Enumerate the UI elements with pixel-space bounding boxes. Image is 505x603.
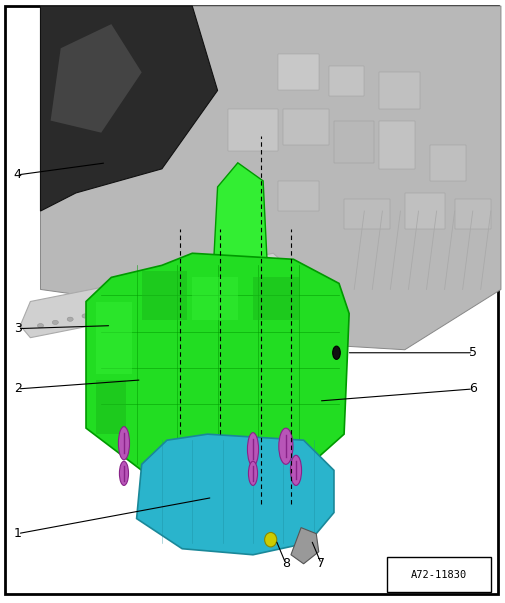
Polygon shape: [40, 6, 500, 350]
Text: 6: 6: [468, 382, 476, 396]
Bar: [278, 181, 318, 211]
Text: 8: 8: [281, 557, 289, 570]
Text: 7: 7: [317, 557, 325, 570]
Ellipse shape: [112, 308, 118, 312]
Bar: [328, 66, 364, 96]
Polygon shape: [212, 163, 268, 283]
Bar: [192, 277, 237, 320]
Bar: [227, 109, 278, 151]
Text: 1: 1: [14, 527, 22, 540]
Bar: [283, 109, 328, 145]
Ellipse shape: [118, 427, 129, 459]
Ellipse shape: [52, 320, 58, 324]
Ellipse shape: [332, 346, 339, 359]
Bar: [227, 181, 263, 211]
Bar: [278, 54, 318, 90]
Text: 4: 4: [14, 168, 22, 182]
Bar: [454, 199, 490, 229]
Ellipse shape: [185, 291, 191, 295]
Text: 5: 5: [468, 346, 476, 359]
Polygon shape: [86, 253, 348, 470]
Bar: [379, 72, 419, 109]
Bar: [96, 302, 131, 374]
Bar: [429, 145, 465, 181]
Polygon shape: [20, 253, 293, 338]
Bar: [379, 121, 414, 169]
Ellipse shape: [290, 455, 301, 485]
Bar: [333, 121, 374, 163]
Polygon shape: [50, 24, 141, 133]
Text: 3: 3: [14, 322, 22, 335]
Ellipse shape: [119, 461, 128, 485]
Ellipse shape: [260, 275, 266, 280]
Ellipse shape: [247, 433, 258, 466]
Bar: [252, 277, 298, 320]
Ellipse shape: [96, 311, 103, 315]
Polygon shape: [290, 528, 318, 564]
Bar: [141, 271, 187, 320]
Ellipse shape: [215, 285, 221, 289]
Polygon shape: [40, 6, 217, 211]
Bar: [404, 193, 444, 229]
Ellipse shape: [245, 279, 251, 283]
Text: 2: 2: [14, 382, 22, 396]
Ellipse shape: [141, 301, 147, 305]
Ellipse shape: [156, 298, 162, 302]
Ellipse shape: [67, 317, 73, 321]
Ellipse shape: [171, 294, 177, 298]
Ellipse shape: [264, 532, 276, 547]
Ellipse shape: [126, 304, 132, 308]
Ellipse shape: [278, 428, 292, 464]
Ellipse shape: [230, 282, 236, 286]
Text: A72-11830: A72-11830: [410, 570, 467, 579]
Ellipse shape: [200, 288, 207, 292]
Bar: [96, 380, 126, 434]
Ellipse shape: [82, 314, 88, 318]
Ellipse shape: [248, 461, 257, 485]
Bar: [343, 199, 389, 229]
Polygon shape: [136, 434, 333, 555]
Ellipse shape: [37, 323, 43, 328]
Bar: [386, 557, 490, 592]
